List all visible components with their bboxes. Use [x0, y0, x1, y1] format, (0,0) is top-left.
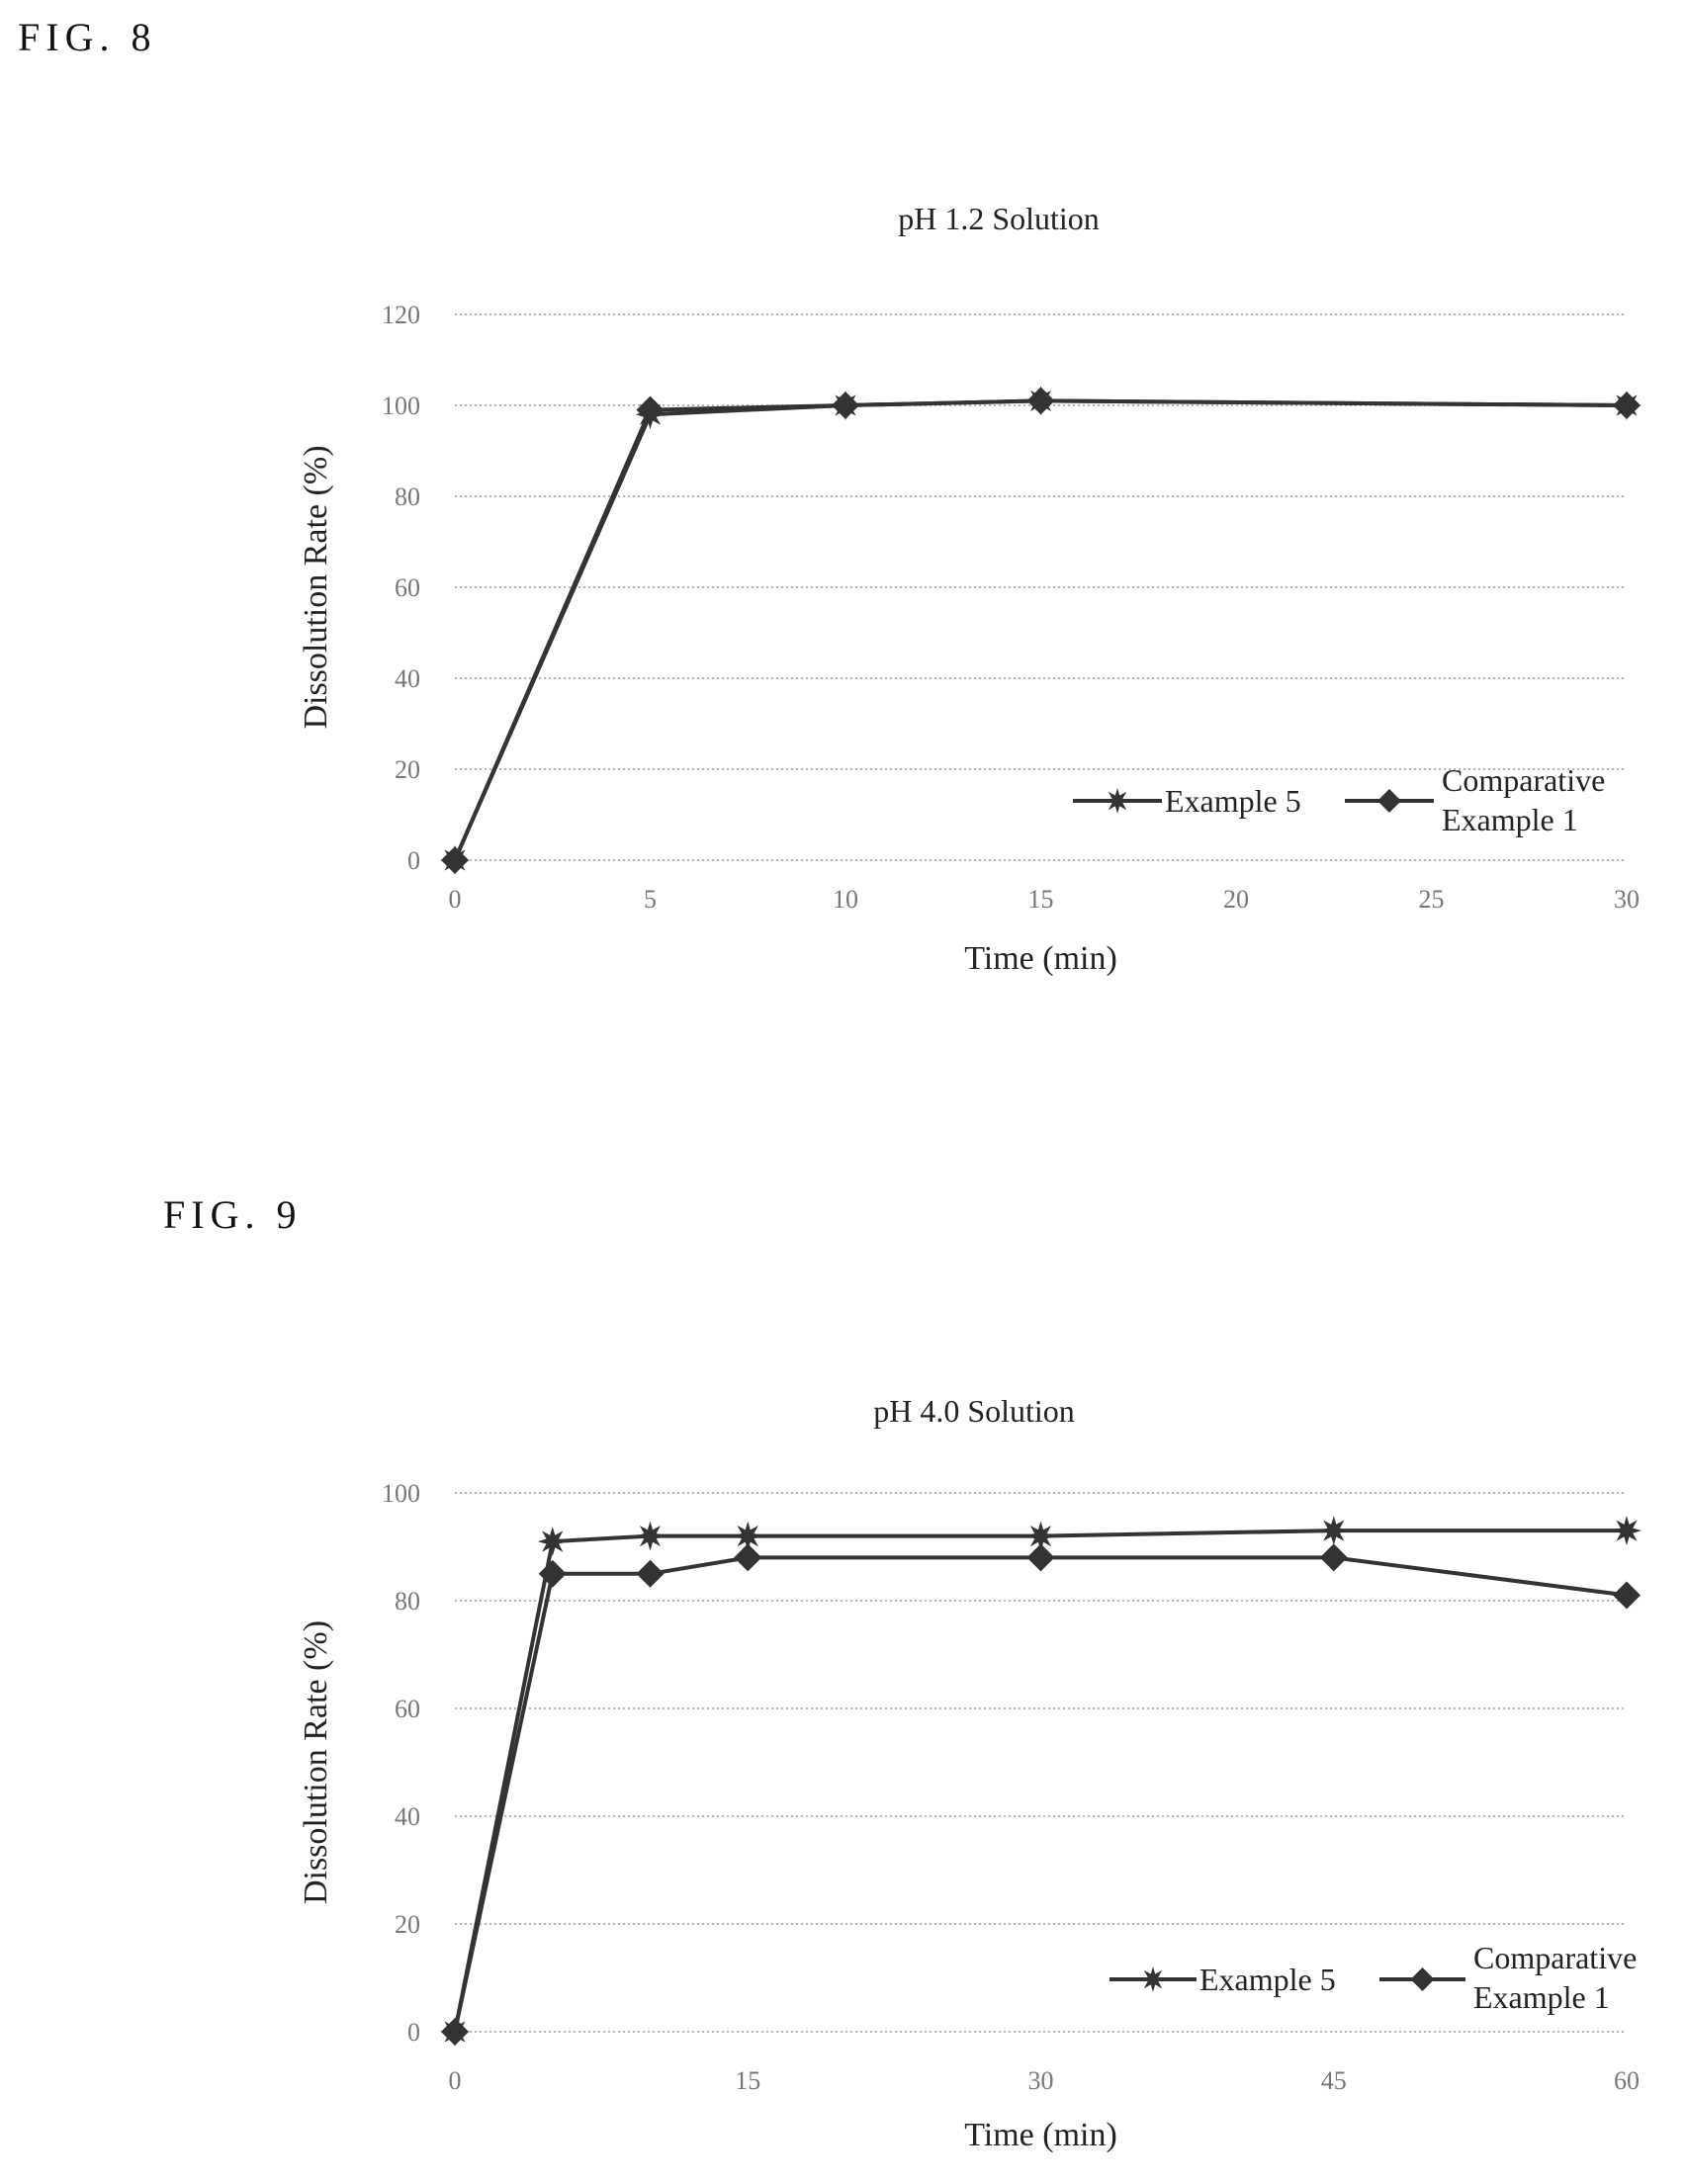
legend-label-line: Comparative [1442, 762, 1605, 798]
series-comparative-example-1 [441, 1543, 1641, 2046]
x-tick-label: 25 [1419, 885, 1445, 914]
chart-title: pH 4.0 Solution [873, 1393, 1075, 1429]
chart-title: pH 1.2 Solution [898, 201, 1100, 236]
y-axis-title: Dissolution Rate (%) [298, 1620, 334, 1904]
y-tick-label: 60 [395, 573, 420, 602]
data-point-star [1318, 1516, 1349, 1546]
y-tick-label: 40 [395, 1802, 420, 1831]
data-point-star [1612, 1516, 1642, 1546]
x-tick-label: 20 [1223, 885, 1249, 914]
x-tick-label: 0 [449, 885, 462, 914]
y-tick-label: 20 [395, 1910, 420, 1939]
data-point-diamond [636, 1559, 665, 1588]
x-tick-label: 60 [1614, 2066, 1640, 2095]
y-tick-label: 40 [395, 664, 420, 693]
data-point-diamond [1613, 1581, 1641, 1610]
y-tick-label: 80 [395, 1587, 420, 1616]
figure-8-label: FIG. 8 [18, 15, 157, 59]
data-point-diamond [636, 395, 665, 424]
data-point-diamond [734, 1543, 762, 1572]
y-tick-label: 0 [407, 2018, 420, 2047]
figure-9-label: FIG. 9 [163, 1192, 303, 1237]
y-tick-label: 60 [395, 1695, 420, 1723]
y-tick-label: 80 [395, 482, 420, 511]
series-comparative-example-1 [441, 387, 1641, 874]
data-point-diamond [1613, 392, 1641, 419]
legend: Example 5 Comparative Example 1 [1109, 1940, 1637, 2015]
legend-label-line: Example 1 [1442, 802, 1578, 837]
legend-label-line: Example 1 [1473, 1979, 1610, 2015]
x-axis-title: Time (min) [964, 940, 1117, 977]
data-point-diamond [832, 392, 859, 419]
legend-label-comparative-example-1: Comparative Example 1 [1473, 1940, 1637, 2015]
legend-label-line: Comparative [1473, 1940, 1637, 1975]
legend-marker-diamond [1377, 789, 1401, 813]
x-tick-label: 45 [1321, 2066, 1347, 2095]
data-point-diamond [538, 1559, 567, 1588]
data-point-star [1025, 1521, 1056, 1551]
data-point-star [733, 1521, 763, 1551]
legend-marker-star [1140, 1966, 1166, 1992]
x-tick-label: 30 [1028, 2066, 1054, 2095]
data-point-diamond [1026, 1543, 1055, 1572]
y-axis-title: Dissolution Rate (%) [298, 445, 334, 729]
legend-label-example-5: Example 5 [1199, 1962, 1336, 1997]
data-point-star [537, 1527, 568, 1557]
y-tick-label: 0 [407, 846, 420, 875]
legend-label-example-5: Example 5 [1165, 783, 1301, 819]
series-line [453, 1529, 1627, 2033]
legend: Example 5 Comparative Example 1 [1073, 762, 1605, 837]
series-line [453, 1555, 1628, 2033]
legend-marker-star [1105, 788, 1130, 814]
y-tick-label: 20 [395, 755, 420, 784]
x-tick-label: 30 [1614, 885, 1640, 914]
x-tick-label: 0 [449, 2066, 462, 2095]
legend-label-comparative-example-1: Comparative Example 1 [1442, 762, 1605, 837]
x-axis-title: Time (min) [964, 2117, 1117, 2153]
x-tick-label: 15 [1028, 885, 1054, 914]
data-point-diamond [1319, 1543, 1348, 1572]
y-tick-label: 100 [382, 1479, 420, 1508]
x-tick-label: 15 [735, 2066, 760, 2095]
data-point-diamond [1026, 387, 1055, 415]
data-point-star [635, 1521, 666, 1551]
x-tick-label: 5 [644, 885, 657, 914]
data-point-diamond [441, 846, 469, 874]
y-tick-label: 120 [382, 301, 420, 329]
series-example-5 [440, 1516, 1642, 2047]
data-point-diamond [441, 2018, 469, 2046]
y-tick-label: 100 [382, 392, 420, 420]
x-tick-label: 10 [833, 885, 858, 914]
chart-ph-1-2: pH 1.2 Solution 0 20 40 60 80 100 120 0 5 10 15 20 25… [298, 201, 1642, 977]
chart-ph-4-0: pH 4.0 Solution 0 20 40 60 80 100 0 15 30 45 60 Time… [298, 1393, 1642, 2153]
legend-marker-diamond [1410, 1967, 1435, 1991]
